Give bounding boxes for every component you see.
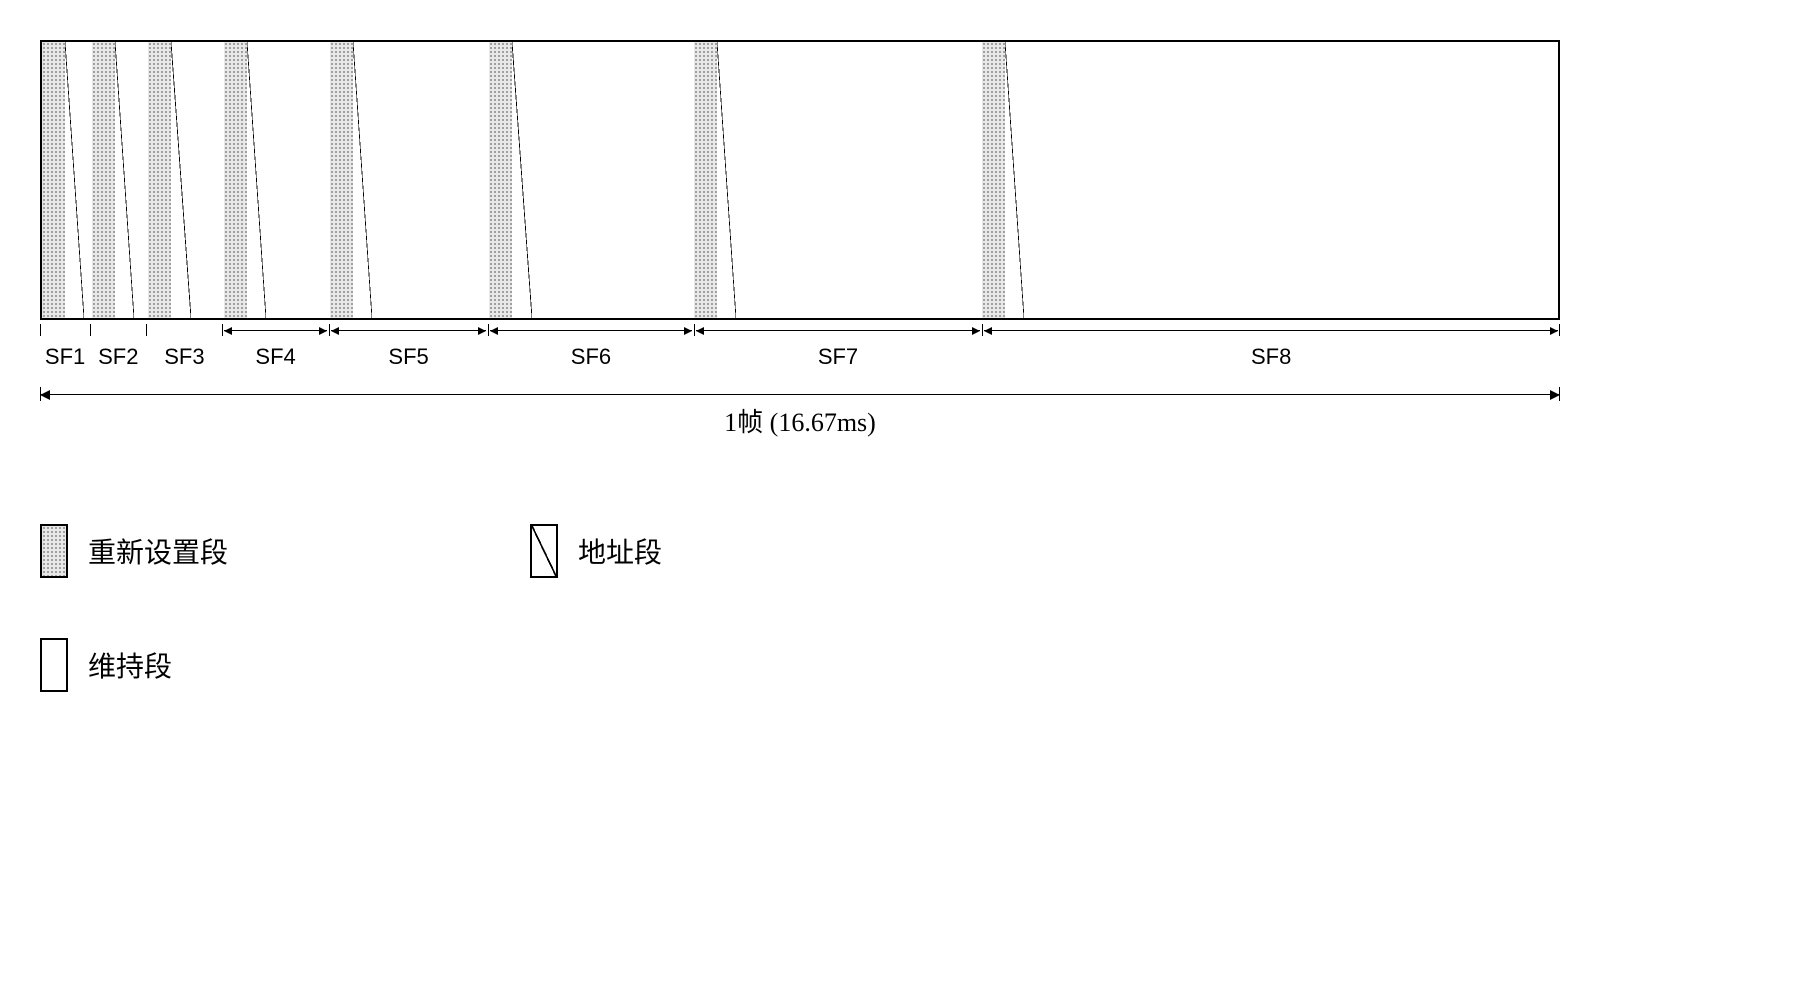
reset-segment [92, 42, 115, 318]
sustain-segment [84, 42, 92, 318]
subfield-label: SF6 [488, 344, 693, 370]
address-swatch-icon [530, 524, 558, 578]
reset-segment [982, 42, 1005, 318]
reset-segment [489, 42, 512, 318]
sustain-segment [532, 42, 694, 318]
sf-arrow [984, 330, 1558, 331]
sf-tick [329, 324, 330, 336]
reset-swatch-icon [40, 524, 68, 578]
address-segment [717, 42, 737, 318]
legend-sustain-label: 维持段 [88, 645, 172, 685]
sf-arrow [490, 330, 691, 331]
reset-segment [330, 42, 353, 318]
sf-tick [1559, 324, 1560, 336]
sustain-segment [266, 42, 330, 318]
diagram-container: SF1SF2SF3SF4SF5SF6SF7SF8 1帧 (16.67ms) 重新… [40, 40, 1560, 692]
subfield-label: SF4 [222, 344, 328, 370]
frame-diagram [40, 40, 1560, 320]
sustain-segment [372, 42, 489, 318]
sf-arrow [331, 330, 487, 331]
sf-tick [694, 324, 695, 336]
subfield-label-group: SF6 [488, 324, 693, 374]
subfield-label-group: SF8 [982, 324, 1560, 374]
sf-arrow [696, 330, 981, 331]
reset-segment [148, 42, 171, 318]
subfield-label: SF2 [90, 344, 146, 370]
sustain-segment [736, 42, 982, 318]
legend-item-address: 地址段 [530, 524, 980, 578]
subfield-label-group: SF4 [222, 324, 328, 374]
subfield-labels-row: SF1SF2SF3SF4SF5SF6SF7SF8 [40, 324, 1560, 384]
subfield-label: SF5 [329, 344, 489, 370]
sustain-segment [191, 42, 224, 318]
frame-arrow [40, 394, 1560, 395]
reset-segment [42, 42, 65, 318]
legend-item-sustain: 维持段 [40, 638, 490, 692]
sf-tick [90, 324, 91, 336]
sf-arrow [224, 330, 326, 331]
sf-tick [146, 324, 147, 336]
subfield-label: SF7 [694, 344, 983, 370]
address-segment [115, 42, 135, 318]
subfield-label: SF3 [146, 344, 222, 370]
sf-tick [40, 324, 41, 336]
subfield-label-group: SF7 [694, 324, 983, 374]
address-segment [65, 42, 85, 318]
address-segment [171, 42, 191, 318]
address-segment [247, 42, 267, 318]
frame-label-row: 1帧 (16.67ms) [40, 394, 1560, 444]
reset-segment [224, 42, 247, 318]
subfield-label: SF8 [982, 344, 1560, 370]
legend-item-reset: 重新设置段 [40, 524, 490, 578]
sustain-segment [1024, 42, 1558, 318]
sf-tick [488, 324, 489, 336]
legend: 重新设置段 地址段 维持段 [40, 524, 1560, 692]
reset-segment [694, 42, 717, 318]
legend-reset-label: 重新设置段 [88, 531, 228, 571]
address-segment [1005, 42, 1025, 318]
sustain-swatch-icon [40, 638, 68, 692]
address-segment [512, 42, 532, 318]
frame-label-text: 1帧 (16.67ms) [40, 402, 1560, 439]
subfield-label-group: SF2 [90, 324, 146, 374]
subfield-label: SF1 [40, 344, 90, 370]
sf-tick [982, 324, 983, 336]
subfield-label-group: SF1 [40, 324, 90, 374]
subfield-label-group: SF3 [146, 324, 222, 374]
subfield-label-group: SF5 [329, 324, 489, 374]
address-segment [353, 42, 373, 318]
sustain-segment [134, 42, 148, 318]
sf-tick [222, 324, 223, 336]
legend-address-label: 地址段 [578, 531, 662, 571]
